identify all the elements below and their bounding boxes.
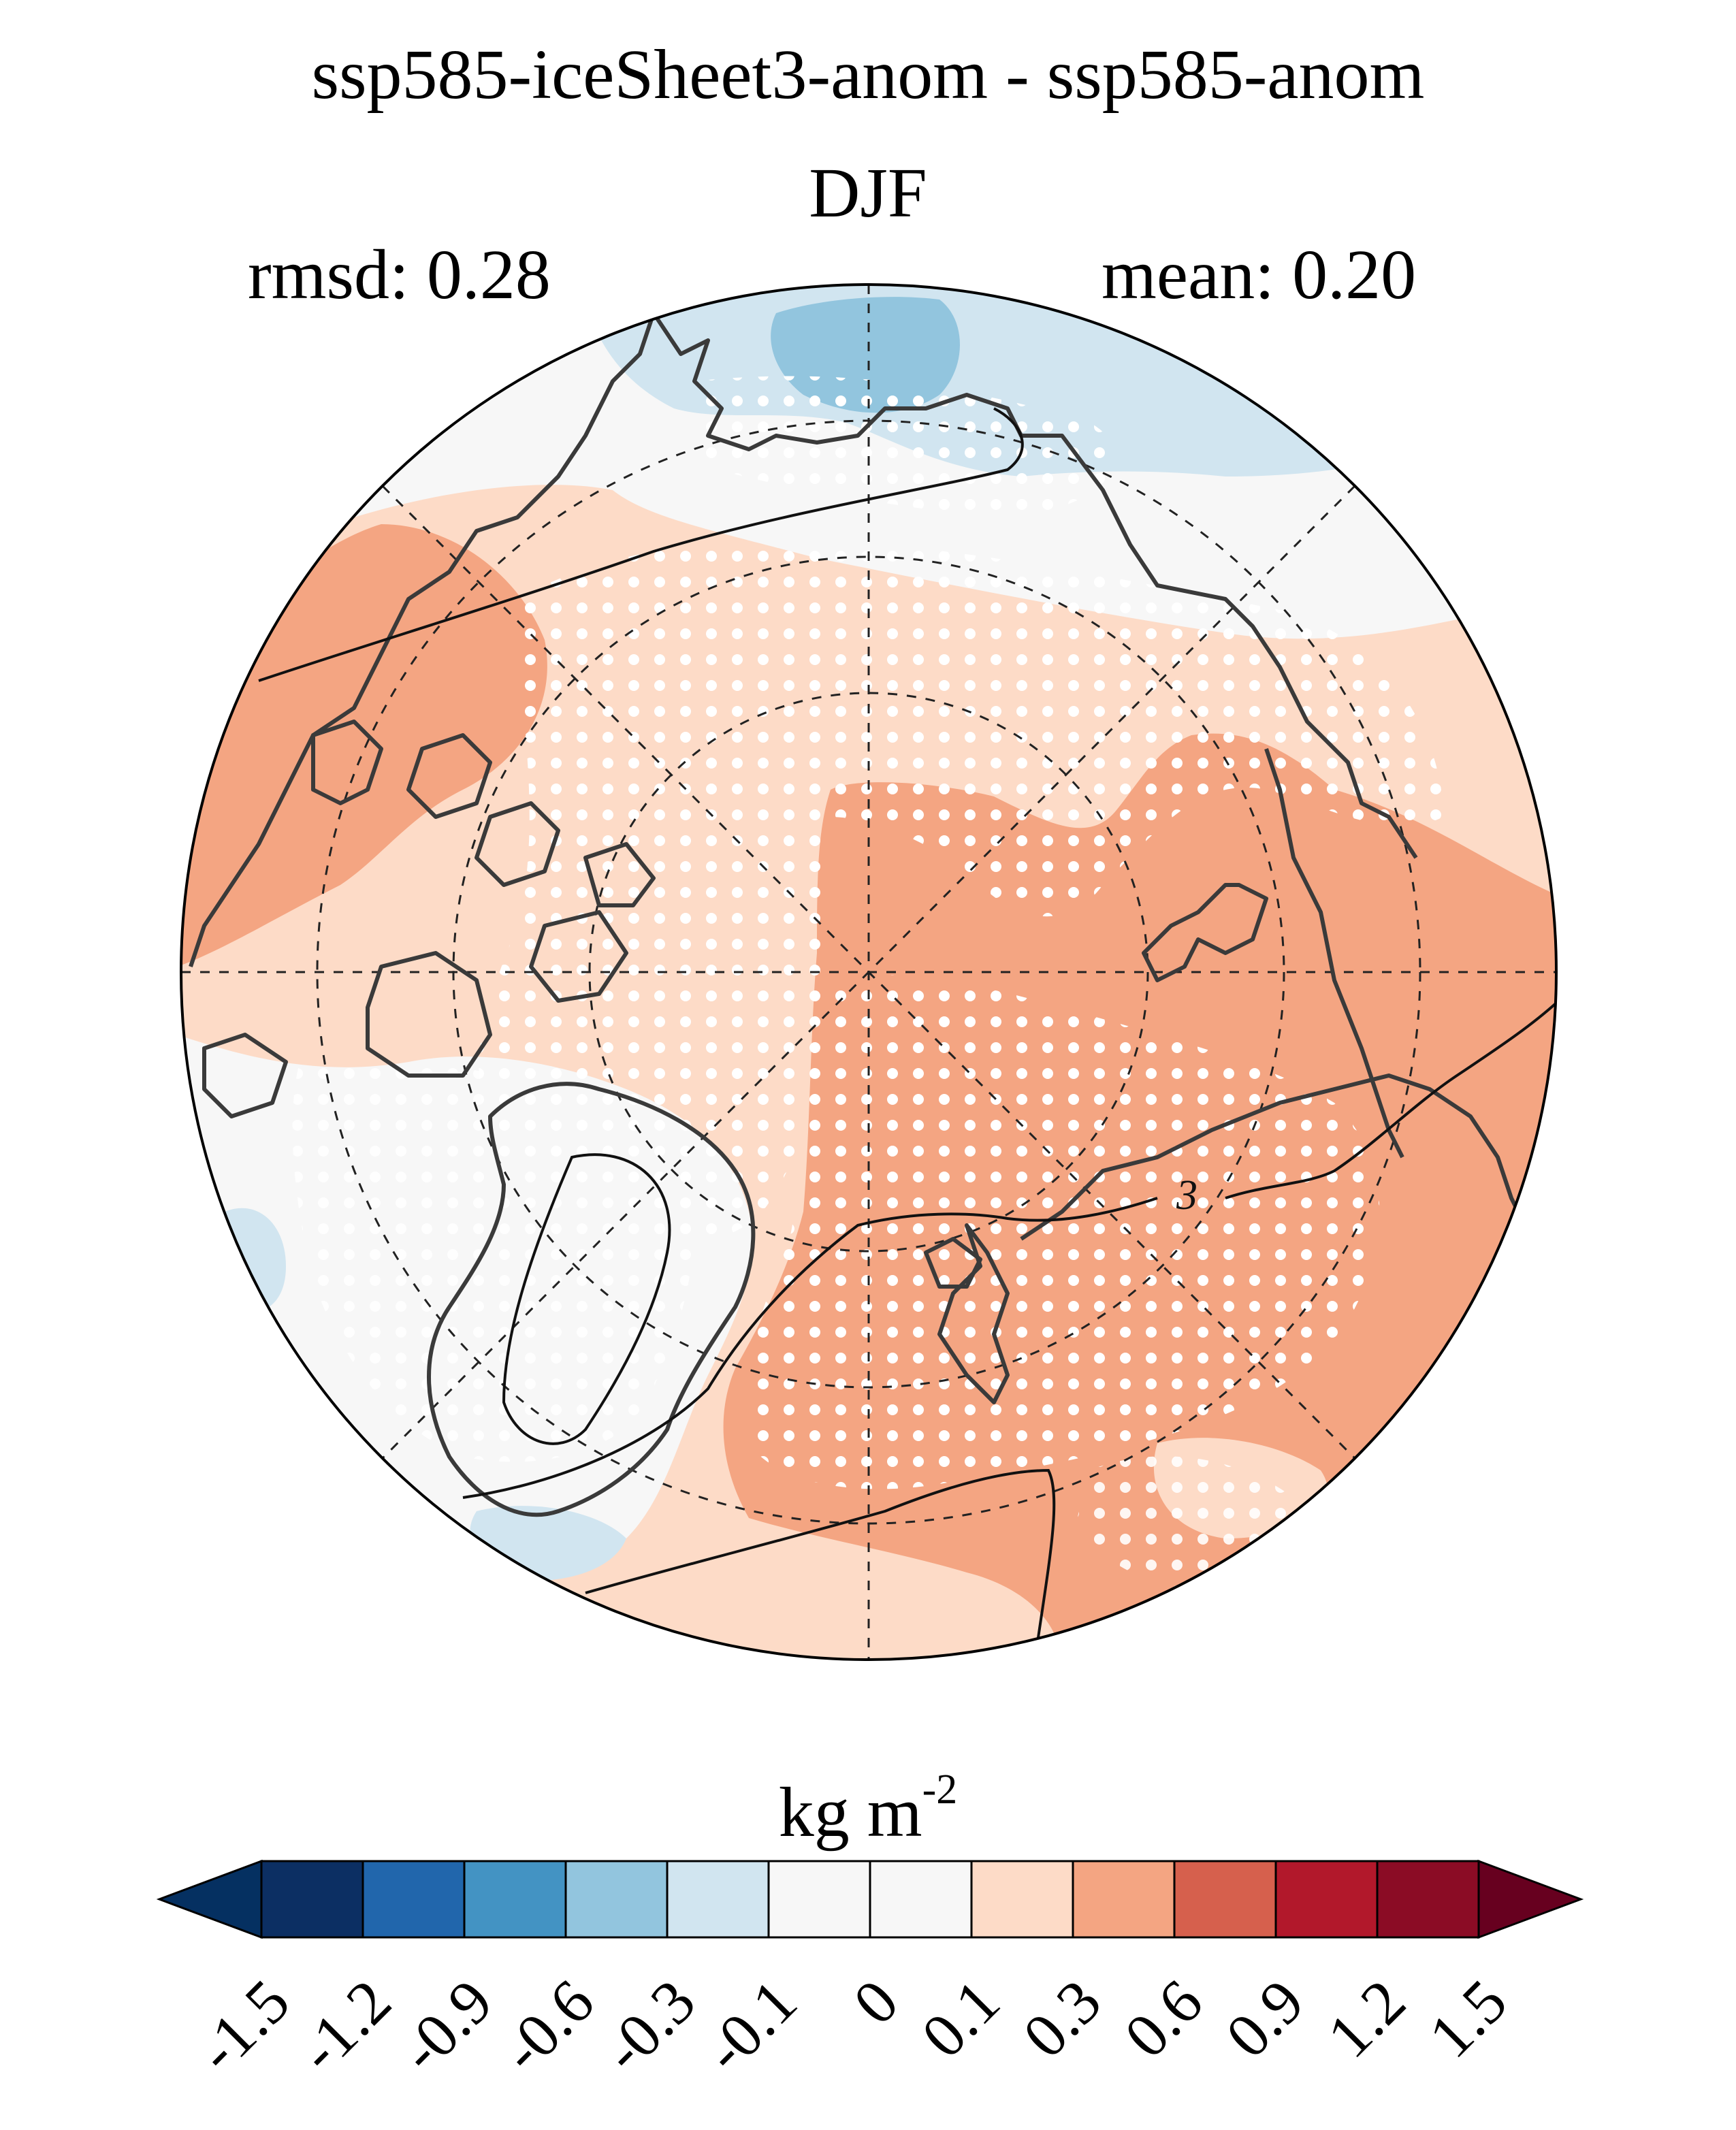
colorbar-cell bbox=[1274, 1860, 1379, 1939]
polar-map: 3 bbox=[180, 283, 1558, 1661]
colorbar-cell bbox=[564, 1860, 669, 1939]
contour-middle bbox=[462, 1197, 1158, 1499]
colorbar-tick-label: 1.5 bbox=[1415, 1967, 1520, 2071]
coastlines bbox=[189, 312, 1541, 1517]
coast-canada-islands-3 bbox=[475, 801, 560, 887]
season-label: DJF bbox=[809, 154, 927, 232]
map-border bbox=[180, 283, 1558, 1661]
colorbar-cell bbox=[1173, 1860, 1277, 1939]
colorbar-tick-label: -1.5 bbox=[183, 1967, 302, 2086]
colorbar-cell bbox=[869, 1860, 973, 1939]
colorbar-cell bbox=[1376, 1860, 1480, 1939]
coast-canada-islands-4 bbox=[529, 910, 628, 1003]
colorbar-units: kg m-2 bbox=[0, 1769, 1736, 1848]
contour-east bbox=[1225, 993, 1556, 1199]
colorbar-tick-label: -1.2 bbox=[285, 1967, 404, 2086]
coast-canada-islands-2 bbox=[406, 733, 492, 819]
colorbar-tick-label: -0.3 bbox=[589, 1967, 708, 2086]
coast-eurasia-north bbox=[1142, 883, 1268, 982]
colorbar-cell bbox=[463, 1860, 567, 1939]
colorbar-tick-label: -0.6 bbox=[487, 1967, 607, 2086]
units-base: kg m bbox=[778, 1773, 922, 1852]
coast-greenland bbox=[427, 1082, 756, 1517]
coast-iceland bbox=[924, 1237, 982, 1289]
colorbar-cell bbox=[970, 1860, 1074, 1939]
colorbar-tick-label: 0.3 bbox=[1010, 1967, 1114, 2071]
contour-lines bbox=[258, 407, 1556, 1660]
coast-asia-east bbox=[1264, 748, 1404, 1159]
coast-hudson bbox=[202, 1033, 288, 1118]
colorbar-tick-label: 0.9 bbox=[1212, 1967, 1317, 2071]
colorbar-extend-high bbox=[1477, 1859, 1584, 1939]
colorbar-cell bbox=[361, 1860, 466, 1939]
rmsd-stat: rmsd: 0.28 bbox=[248, 236, 551, 314]
colorbar-tick-label: -0.1 bbox=[690, 1967, 809, 2086]
colorbar-cell bbox=[666, 1860, 770, 1939]
mean-stat: mean: 0.20 bbox=[1102, 236, 1417, 314]
coast-canada-islands-1 bbox=[311, 720, 383, 805]
stipple-central bbox=[479, 539, 1444, 1238]
graticule bbox=[181, 285, 1556, 1660]
coast-europe bbox=[1020, 1074, 1541, 1267]
contour-label: 3 bbox=[1176, 1172, 1197, 1219]
colorbar-extend-low bbox=[156, 1859, 263, 1939]
colorbar-cell bbox=[767, 1860, 871, 1939]
colorbar-tick-label: 0.1 bbox=[908, 1967, 1012, 2071]
figure-title: ssp585-iceSheet3-anom - ssp585-anom bbox=[311, 35, 1425, 114]
coast-baffin bbox=[366, 951, 492, 1078]
colorbar-cell bbox=[1072, 1860, 1176, 1939]
units-exponent: -2 bbox=[922, 1766, 958, 1813]
colorbar-tick-label: 0.6 bbox=[1111, 1967, 1215, 2071]
coast-alaska-siberia bbox=[652, 312, 1418, 859]
coast-scandinavia bbox=[937, 1223, 1010, 1404]
colorbar-cell bbox=[260, 1860, 364, 1939]
colorbar-tick-label: -0.9 bbox=[386, 1967, 505, 2086]
coast-canada-islands-5 bbox=[583, 842, 656, 907]
contour-greenland bbox=[502, 1153, 671, 1445]
stipple-greenland bbox=[292, 1062, 694, 1462]
contour-top bbox=[258, 407, 1024, 682]
stipple-atlantic bbox=[745, 975, 1380, 1489]
colorbar-tick-label: 1.2 bbox=[1314, 1967, 1418, 2071]
contour-bottom bbox=[585, 1468, 1056, 1660]
colorbar-tick-label: 0 bbox=[840, 1967, 912, 2038]
coast-north-america bbox=[189, 312, 656, 967]
